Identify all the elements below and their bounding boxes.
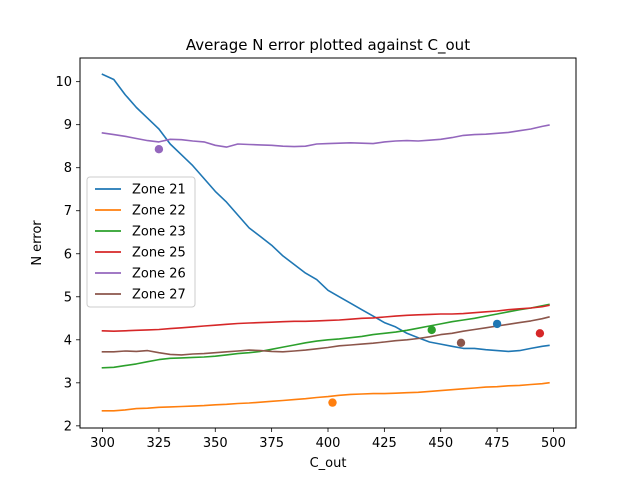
series-line-zone-27 <box>101 316 550 356</box>
x-tick-label: 375 <box>259 436 284 451</box>
y-tick-label: 4 <box>64 333 72 348</box>
y-tick-label: 3 <box>64 376 72 391</box>
point-zone-25 <box>535 329 545 338</box>
plot-area <box>101 73 550 412</box>
legend-label-zone-27: Zone 27 <box>132 288 186 303</box>
y-tick-label: 8 <box>64 161 72 176</box>
legend-label-zone-26: Zone 26 <box>132 267 186 282</box>
legend-label-zone-21: Zone 21 <box>132 183 186 198</box>
y-tick-label: 7 <box>64 204 72 219</box>
y-axis-label: N error <box>30 220 45 266</box>
y-axis: 2 3 4 5 6 7 8 9 10 <box>55 75 80 434</box>
x-axis-label: C_out <box>310 456 347 471</box>
x-axis: 300 325 350 375 400 425 450 475 500 <box>90 428 566 451</box>
point-zone-23 <box>427 325 436 335</box>
legend-label-zone-22: Zone 22 <box>132 204 186 219</box>
point-zone-26 <box>154 145 164 154</box>
point-zone-27 <box>456 338 466 347</box>
x-tick-label: 500 <box>541 436 566 451</box>
y-tick-label: 6 <box>64 247 72 262</box>
chart-title: Average N error plotted against C_out <box>186 36 470 55</box>
x-tick-label: 325 <box>146 436 171 451</box>
x-tick-label: 400 <box>316 436 341 451</box>
legend-label-zone-23: Zone 23 <box>132 225 186 240</box>
legend: Zone 21 Zone 22 Zone 23 Zone 25 Zone 26 Zone … <box>86 176 196 308</box>
series-line-zone-22 <box>101 381 550 412</box>
x-tick-label: 300 <box>90 436 115 451</box>
x-tick-label: 425 <box>372 436 397 451</box>
x-tick-label: 450 <box>428 436 453 451</box>
x-tick-label: 350 <box>203 436 228 451</box>
series-line-zone-21 <box>101 73 550 353</box>
y-tick-label: 2 <box>64 419 72 434</box>
point-zone-22 <box>328 398 337 407</box>
series-line-zone-26 <box>101 124 550 148</box>
y-tick-label: 10 <box>55 75 72 90</box>
point-zone-21 <box>492 319 502 329</box>
x-tick-label: 475 <box>485 436 510 451</box>
y-tick-label: 9 <box>64 118 72 133</box>
series-line-zone-23 <box>101 303 550 369</box>
y-tick-label: 5 <box>64 290 72 305</box>
legend-label-zone-25: Zone 25 <box>132 246 186 261</box>
series-line-zone-25 <box>101 304 550 333</box>
